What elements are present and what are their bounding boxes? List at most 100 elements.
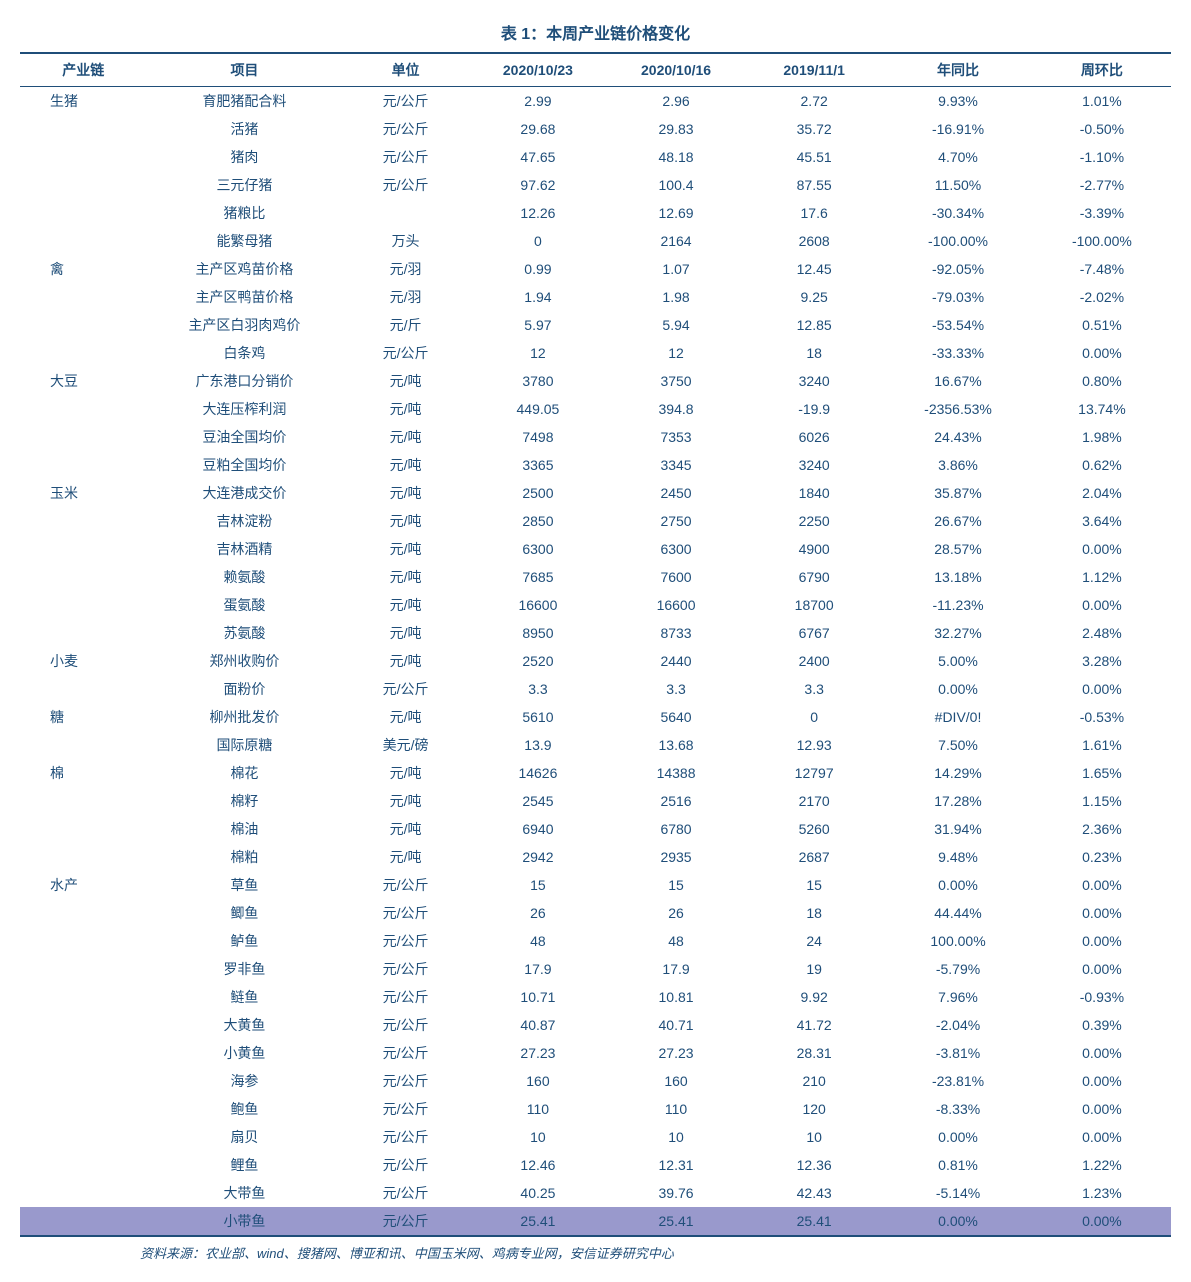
table-cell: 2687 <box>745 843 883 871</box>
table-cell: 1.07 <box>607 255 745 283</box>
table-cell: 元/公斤 <box>342 927 469 955</box>
table-cell: 元/公斤 <box>342 1207 469 1236</box>
table-cell: 鲈鱼 <box>147 927 343 955</box>
table-cell <box>20 899 147 927</box>
table-cell: 5610 <box>469 703 607 731</box>
table-row: 猪粮比12.2612.6917.6-30.34%-3.39% <box>20 199 1171 227</box>
table-cell: 2500 <box>469 479 607 507</box>
table-row: 蛋氨酸元/吨166001660018700-11.23%0.00% <box>20 591 1171 619</box>
table-cell: 草鱼 <box>147 871 343 899</box>
table-cell: 3.3 <box>607 675 745 703</box>
table-cell: 6790 <box>745 563 883 591</box>
table-cell: 2935 <box>607 843 745 871</box>
table-cell: 12 <box>469 339 607 367</box>
table-cell: 猪粮比 <box>147 199 343 227</box>
table-cell: 39.76 <box>607 1179 745 1207</box>
table-cell: 赖氨酸 <box>147 563 343 591</box>
table-cell: 大连压榨利润 <box>147 395 343 423</box>
table-cell: -100.00% <box>883 227 1033 255</box>
table-cell <box>20 1011 147 1039</box>
source-text: 资料来源：农业部、wind、搜猪网、博亚和讯、中国玉米网、鸡病专业网，安信证券研… <box>20 1237 1171 1262</box>
table-cell: 元/公斤 <box>342 87 469 116</box>
table-cell: 13.9 <box>469 731 607 759</box>
table-cell: 87.55 <box>745 171 883 199</box>
table-cell: 12.45 <box>745 255 883 283</box>
table-cell: 元/公斤 <box>342 1123 469 1151</box>
table-cell: -1.10% <box>1033 143 1171 171</box>
table-cell: 5260 <box>745 815 883 843</box>
table-cell: -8.33% <box>883 1095 1033 1123</box>
table-cell: 4.70% <box>883 143 1033 171</box>
table-row: 活猪元/公斤29.6829.8335.72-16.91%-0.50% <box>20 115 1171 143</box>
table-cell: 2.72 <box>745 87 883 116</box>
table-cell: 1.94 <box>469 283 607 311</box>
table-row: 扇贝元/公斤1010100.00%0.00% <box>20 1123 1171 1151</box>
table-cell: 2250 <box>745 507 883 535</box>
table-row: 棉粕元/吨2942293526879.48%0.23% <box>20 843 1171 871</box>
table-cell: 元/公斤 <box>342 1039 469 1067</box>
table-cell: -3.81% <box>883 1039 1033 1067</box>
table-cell: 15 <box>469 871 607 899</box>
table-row: 豆油全国均价元/吨74987353602624.43%1.98% <box>20 423 1171 451</box>
table-cell: 大黄鱼 <box>147 1011 343 1039</box>
table-cell: 大连港成交价 <box>147 479 343 507</box>
col-header: 2020/10/23 <box>469 53 607 87</box>
table-cell: 3240 <box>745 451 883 479</box>
price-table: 产业链项目单位2020/10/232020/10/162019/11/1年同比周… <box>20 52 1171 1237</box>
table-cell: 13.68 <box>607 731 745 759</box>
table-cell: 160 <box>607 1067 745 1095</box>
table-cell: 0 <box>745 703 883 731</box>
table-cell: 35.87% <box>883 479 1033 507</box>
table-cell: 3.64% <box>1033 507 1171 535</box>
table-cell: 生猪 <box>20 87 147 116</box>
table-cell <box>20 395 147 423</box>
table-cell: 9.48% <box>883 843 1033 871</box>
table-cell: 9.92 <box>745 983 883 1011</box>
table-cell: 元/吨 <box>342 619 469 647</box>
table-cell: 110 <box>607 1095 745 1123</box>
table-cell: 42.43 <box>745 1179 883 1207</box>
table-cell: -5.79% <box>883 955 1033 983</box>
table-cell: 元/吨 <box>342 563 469 591</box>
table-cell <box>20 1039 147 1067</box>
table-cell: 12.46 <box>469 1151 607 1179</box>
table-cell: 0 <box>469 227 607 255</box>
table-row: 棉油元/吨69406780526031.94%2.36% <box>20 815 1171 843</box>
table-cell: 9.93% <box>883 87 1033 116</box>
table-cell: -0.53% <box>1033 703 1171 731</box>
table-cell: 6300 <box>469 535 607 563</box>
table-cell: 元/吨 <box>342 815 469 843</box>
table-cell: 豆油全国均价 <box>147 423 343 451</box>
table-row: 罗非鱼元/公斤17.917.919-5.79%0.00% <box>20 955 1171 983</box>
table-body: 生猪育肥猪配合料元/公斤2.992.962.729.93%1.01%活猪元/公斤… <box>20 87 1171 1237</box>
table-cell: 7.96% <box>883 983 1033 1011</box>
table-cell: 元/吨 <box>342 591 469 619</box>
table-cell: 1.12% <box>1033 563 1171 591</box>
table-cell <box>20 535 147 563</box>
table-cell <box>20 591 147 619</box>
table-cell: 0.00% <box>1033 1039 1171 1067</box>
table-cell: 16600 <box>607 591 745 619</box>
table-cell: 4900 <box>745 535 883 563</box>
table-cell: 元/公斤 <box>342 115 469 143</box>
table-cell: 48 <box>469 927 607 955</box>
table-cell: 17.9 <box>469 955 607 983</box>
table-row: 国际原糖美元/磅13.913.6812.937.50%1.61% <box>20 731 1171 759</box>
table-cell: 1.98% <box>1033 423 1171 451</box>
table-cell: 14388 <box>607 759 745 787</box>
table-cell: -23.81% <box>883 1067 1033 1095</box>
table-cell: 24 <box>745 927 883 955</box>
table-cell: 0.00% <box>1033 591 1171 619</box>
table-cell: 12.26 <box>469 199 607 227</box>
table-cell: 元/公斤 <box>342 1095 469 1123</box>
table-cell: -11.23% <box>883 591 1033 619</box>
table-cell: 0.00% <box>1033 871 1171 899</box>
table-cell: 6767 <box>745 619 883 647</box>
table-cell: 元/公斤 <box>342 1151 469 1179</box>
table-cell <box>20 507 147 535</box>
table-cell: 小麦 <box>20 647 147 675</box>
table-cell <box>20 339 147 367</box>
table-row: 鲫鱼元/公斤26261844.44%0.00% <box>20 899 1171 927</box>
table-cell: 元/公斤 <box>342 1179 469 1207</box>
table-cell <box>20 451 147 479</box>
